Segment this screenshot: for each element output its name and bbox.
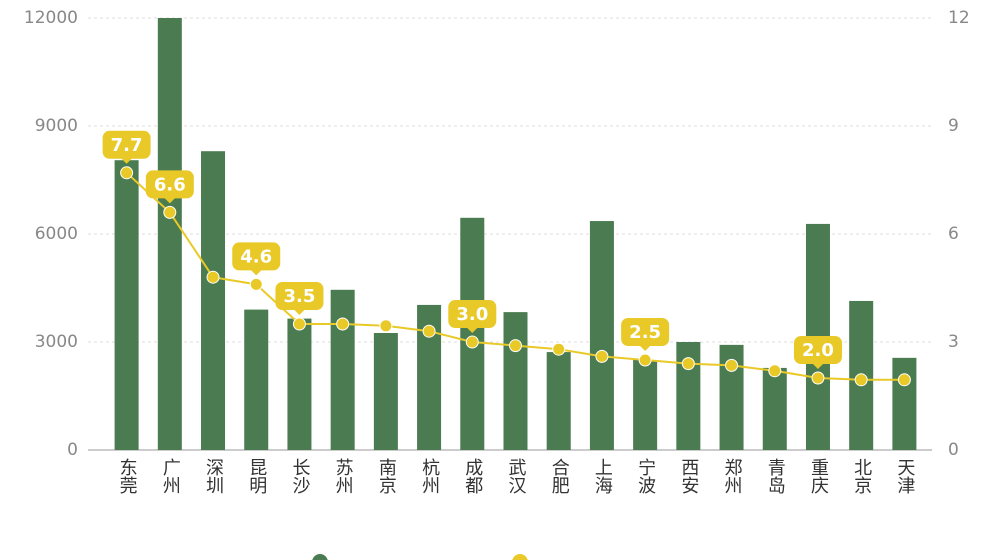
point: [552, 342, 566, 356]
bar: [114, 160, 139, 450]
value-label: 6.6: [154, 174, 186, 195]
value-label-pointer: [811, 363, 824, 369]
y-tick-label: 12000: [24, 8, 78, 28]
point: [854, 373, 868, 387]
point: [120, 166, 134, 180]
point: [336, 317, 350, 331]
legend-marker: [312, 554, 328, 560]
value-label: 3.5: [284, 286, 316, 307]
x-tick-label: 长沙: [289, 458, 310, 494]
x-tick-label: 上海: [592, 458, 613, 494]
point: [249, 277, 263, 291]
y-tick-label: 6000: [35, 224, 78, 244]
bar: [503, 312, 528, 450]
point: [897, 373, 911, 387]
value-label: 2.0: [802, 340, 834, 361]
value-label: 3.0: [456, 304, 488, 325]
value-label-pointer: [639, 345, 652, 351]
bar: [633, 360, 658, 450]
point: [681, 357, 695, 371]
bar: [330, 289, 355, 450]
y-tick-label: 3000: [35, 332, 78, 352]
point: [638, 353, 652, 367]
y2-tick-label: 9: [948, 116, 959, 136]
point: [768, 364, 782, 378]
x-tick-label: 南京: [376, 458, 397, 495]
value-label-box: [102, 130, 151, 159]
x-tick-label: 重庆: [808, 458, 829, 494]
value-label-box: [621, 318, 670, 346]
value-label-box: [448, 300, 497, 328]
bar: [762, 367, 787, 450]
point: [422, 324, 436, 338]
x-tick-label: 昆明: [246, 458, 267, 495]
bar: [244, 309, 269, 450]
point: [292, 317, 306, 331]
x-tick-label: 杭州: [419, 458, 440, 494]
x-tick-label: 北京: [851, 458, 872, 495]
value-label-pointer: [163, 197, 176, 204]
point: [465, 335, 479, 349]
bar: [157, 18, 182, 450]
point: [206, 270, 220, 284]
legend-marker: [512, 554, 528, 560]
value-label-box: [793, 336, 842, 364]
bar: [589, 221, 614, 450]
point: [811, 371, 825, 385]
point: [379, 319, 393, 333]
bar: [892, 357, 917, 450]
y2-tick-label: 6: [948, 224, 959, 244]
value-label-pointer: [293, 309, 306, 315]
value-label-box: [232, 242, 281, 271]
y2-tick-label: 3: [948, 332, 959, 352]
x-tick-label: 青岛: [765, 458, 786, 495]
x-tick-label: 广州: [160, 458, 181, 494]
value-label-box: [145, 170, 194, 199]
value-label-pointer: [120, 157, 133, 164]
bar: [201, 151, 226, 450]
x-tick-label: 武汉: [506, 458, 527, 494]
y2-tick-label: 12: [948, 8, 970, 28]
x-tick-label: 苏州: [333, 458, 354, 494]
value-label-pointer: [466, 327, 479, 333]
point: [725, 358, 739, 372]
y-tick-label: 9000: [35, 116, 78, 136]
value-label: 7.7: [111, 135, 143, 156]
x-tick-label: 成都: [462, 458, 483, 494]
value-label: 2.5: [629, 322, 661, 343]
value-label-pointer: [250, 269, 263, 276]
bar: [287, 318, 312, 450]
x-tick-label: 合肥: [549, 458, 570, 494]
bar: [546, 352, 571, 450]
x-tick-label: 郑州: [722, 458, 743, 494]
point: [595, 349, 609, 363]
value-label-box: [275, 282, 324, 310]
value-label: 4.6: [240, 246, 272, 267]
x-tick-label: 西安: [678, 458, 699, 494]
bar: [460, 217, 485, 450]
y2-tick-label: 0: [948, 440, 959, 460]
point: [163, 205, 177, 219]
bar: [373, 333, 398, 450]
x-tick-label: 东莞: [117, 458, 138, 494]
point: [509, 339, 522, 353]
x-tick-label: 宁波: [635, 458, 656, 494]
y-tick-label: 0: [67, 440, 78, 460]
x-tick-label: 天津: [894, 458, 915, 494]
x-tick-label: 深圳: [203, 458, 224, 494]
